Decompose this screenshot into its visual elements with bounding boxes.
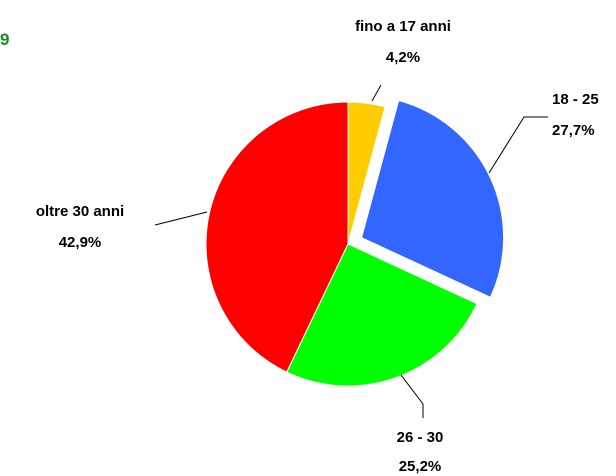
pie-slice-3 [205,101,349,373]
leader-lines [154,84,548,418]
leader-line-1 [488,116,548,174]
pie-slice-2 [286,243,478,387]
slice-label-oltre: oltre 30 anni [36,203,124,220]
slice-value-18-25: 27,7% [552,122,595,139]
slice-value-oltre: 42,9% [59,234,102,251]
slice-label-18-25: 18 - 25 [552,91,599,108]
slice-value-fino: 4,2% [386,49,420,66]
leader-line-0 [371,84,382,102]
leader-line-3 [154,211,208,226]
pie-slices [205,99,505,387]
chart-title-fragment: 9 [0,30,10,49]
slice-label-26-30: 26 - 30 [397,429,444,446]
slice-label-fino: fino a 17 anni [355,18,451,35]
slice-value-26-30: 25,2% [399,458,442,475]
pie-slice-1 [360,99,505,298]
leader-line-2 [400,374,424,418]
